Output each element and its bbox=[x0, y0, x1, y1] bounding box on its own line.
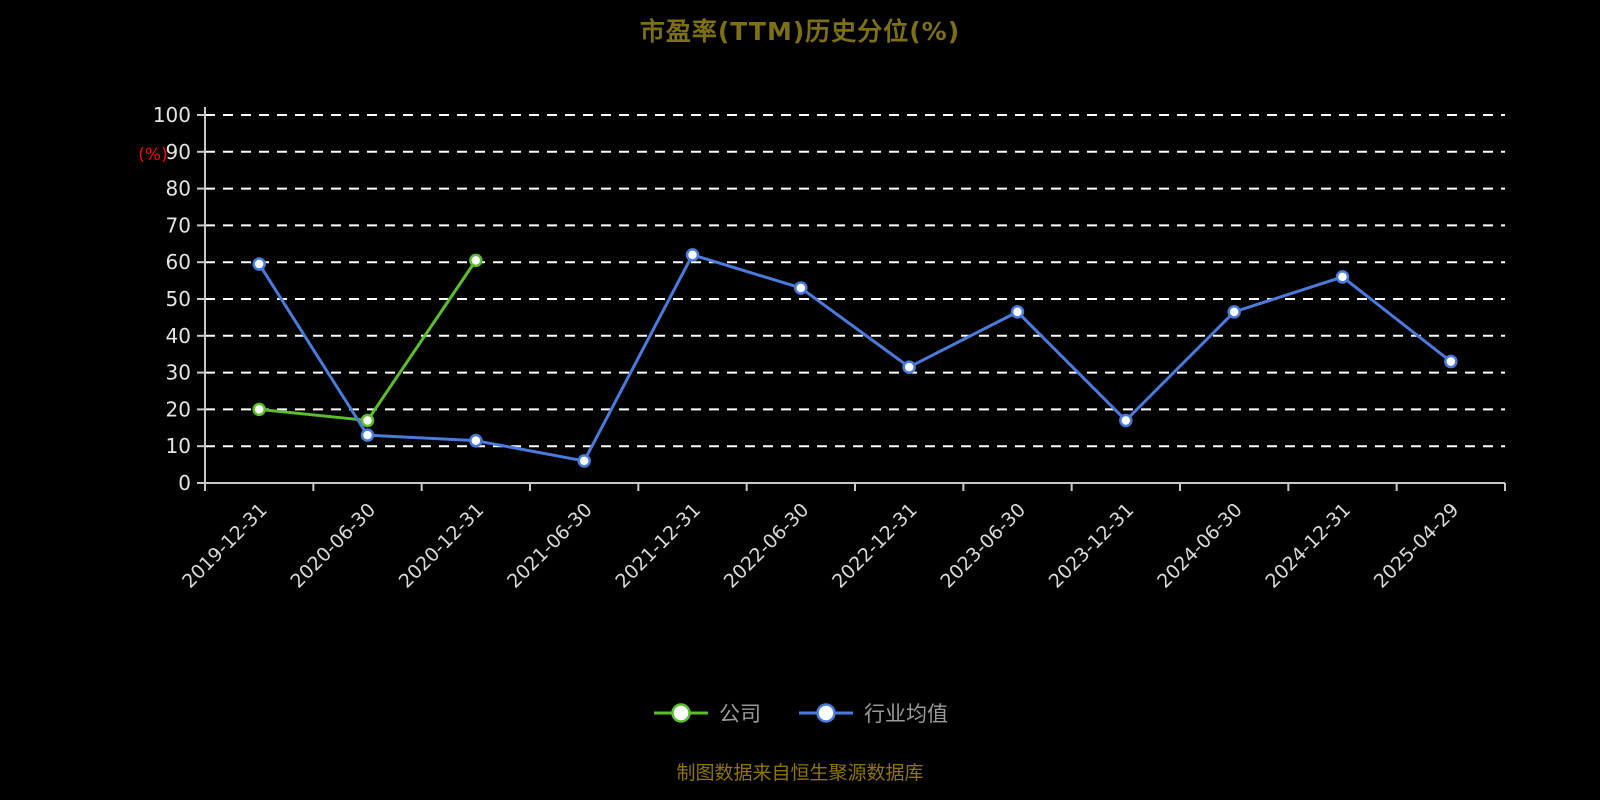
data-point-industry-average bbox=[469, 433, 483, 448]
legend: 公司 行业均值 bbox=[0, 698, 1600, 728]
chart-title: 市盈率(TTM)历史分位(%) bbox=[639, 17, 961, 46]
x-axis-label: 2023-06-30 bbox=[936, 499, 1030, 593]
y-axis-label: 30 bbox=[166, 361, 191, 385]
y-axis-label: 70 bbox=[166, 213, 191, 237]
data-point-industry-average bbox=[577, 454, 591, 468]
data-source-note: 制图数据来自恒生聚源数据库 bbox=[676, 762, 924, 784]
x-axis-label: 2023-12-31 bbox=[1045, 499, 1139, 593]
y-axis-label: 100 bbox=[153, 103, 191, 127]
legend-label: 公司 bbox=[719, 702, 761, 726]
data-point-industry-average bbox=[252, 257, 266, 271]
data-point-company bbox=[469, 253, 483, 268]
x-axis-label: 2020-06-30 bbox=[286, 499, 380, 593]
data-point-industry-average bbox=[1119, 413, 1133, 428]
y-axis-label: 80 bbox=[166, 177, 191, 201]
data-point-industry-average bbox=[1227, 305, 1241, 319]
x-axis-label: 2022-12-31 bbox=[828, 499, 922, 593]
x-axis-label: 2025-04-29 bbox=[1370, 499, 1464, 593]
y-axis-label: 60 bbox=[166, 250, 191, 274]
data-point-industry-average bbox=[1335, 270, 1350, 284]
legend-label: 行业均值 bbox=[864, 702, 948, 726]
x-axis-label: 2021-12-31 bbox=[611, 499, 705, 593]
data-point-company bbox=[252, 402, 266, 417]
y-axis-label: 10 bbox=[166, 434, 191, 458]
legend-item-company[interactable]: 公司 bbox=[652, 698, 761, 728]
x-axis-label: 2020-12-31 bbox=[395, 499, 489, 593]
y-axis-label: 90 bbox=[166, 140, 191, 164]
y-axis-label: 0 bbox=[178, 471, 191, 495]
x-axis-label: 2024-06-30 bbox=[1153, 499, 1247, 593]
x-axis-label: 2021-06-30 bbox=[503, 499, 597, 593]
data-point-industry-average bbox=[1444, 354, 1458, 369]
series-line-company bbox=[259, 259, 478, 422]
legend-marker-icon bbox=[654, 703, 708, 723]
y-axis-label: 50 bbox=[166, 287, 191, 311]
series-line-industry-average bbox=[257, 253, 1452, 463]
data-point-industry-average bbox=[360, 428, 375, 442]
legend-marker-icon bbox=[799, 703, 853, 723]
y-axis-unit-label: (%) bbox=[138, 145, 167, 165]
x-axis-label: 2019-12-31 bbox=[178, 499, 272, 593]
legend-item-industry-average[interactable]: 行业均值 bbox=[797, 698, 948, 728]
x-axis-label: 2022-06-30 bbox=[720, 499, 814, 593]
x-axis-label: 2024-12-31 bbox=[1261, 499, 1355, 593]
data-point-industry-average bbox=[902, 360, 916, 374]
data-point-industry-average bbox=[1010, 305, 1025, 319]
data-point-company bbox=[360, 413, 375, 428]
data-point-industry-average bbox=[794, 281, 808, 295]
y-axis-label: 20 bbox=[166, 397, 191, 421]
y-axis-label: 40 bbox=[166, 324, 191, 348]
data-point-industry-average bbox=[685, 248, 700, 262]
